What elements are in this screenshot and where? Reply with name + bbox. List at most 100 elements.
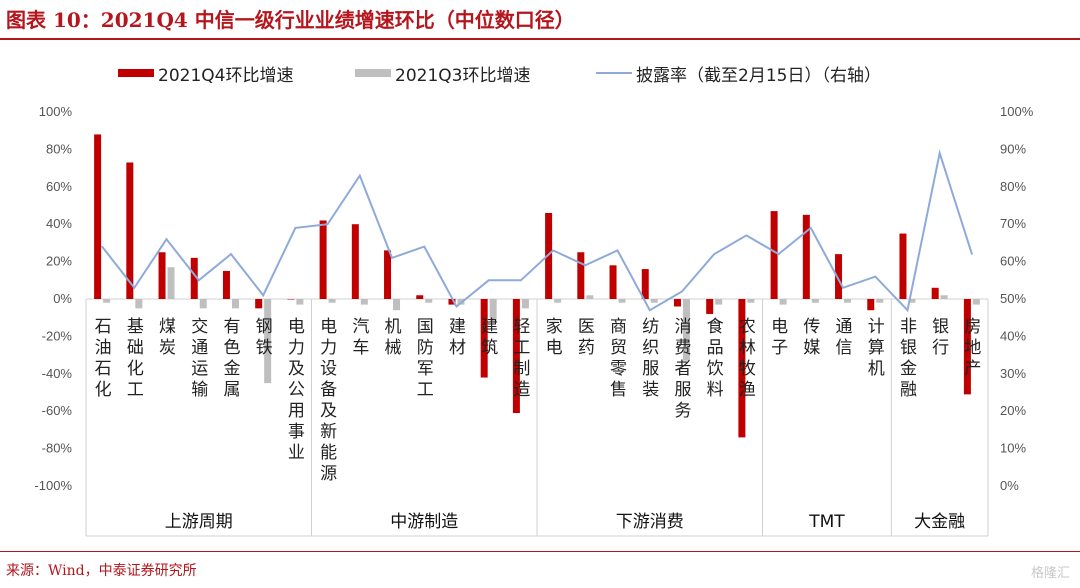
bar-q3 [715, 299, 723, 305]
disclosure-rate-point [971, 253, 973, 255]
right-tick-label: 40% [1000, 328, 1026, 343]
disclosure-rate-point [713, 253, 715, 255]
bar-q3 [811, 299, 819, 303]
bar-q3 [618, 299, 626, 303]
right-tick-label: 50% [1000, 291, 1026, 306]
watermark-logo: 格隆汇 [1030, 566, 1070, 581]
disclosure-rate-line [101, 149, 973, 313]
left-tick-label: 0% [53, 291, 72, 306]
bar-q3 [908, 299, 916, 303]
bar-q4 [963, 299, 971, 395]
bar-q4 [512, 299, 520, 414]
right-tick-label: 0% [1000, 478, 1019, 493]
disclosure-rate-point [938, 152, 941, 154]
disclosure-rate-point [616, 249, 619, 252]
category-label: 通信 [836, 317, 853, 358]
disclosure-rate-point [262, 294, 264, 297]
bar-q3 [296, 299, 304, 305]
right-tick-label: 90% [1000, 141, 1026, 156]
category-label: 商贸零售 [610, 317, 627, 400]
left-tick-label: 60% [46, 179, 72, 194]
disclosure-rate-point [487, 279, 490, 282]
category-label: 国防军工 [417, 317, 434, 400]
legend-label-q4: 2021Q4环比增速 [158, 66, 293, 86]
category-label: 石油石化 [95, 317, 112, 400]
bar-q4 [319, 220, 327, 299]
bar-q4 [416, 295, 424, 299]
right-tick-label: 100% [1000, 104, 1034, 119]
disclosure-rate-point [584, 264, 587, 267]
bar-q4 [641, 269, 649, 299]
disclosure-rate-point [165, 238, 168, 240]
bar-q3 [521, 299, 529, 309]
left-tick-label: 40% [46, 216, 72, 231]
bar-q3 [876, 299, 884, 303]
legend-label-line: 披露率（截至2月15日）（右轴） [636, 66, 881, 86]
bar-q4 [899, 233, 907, 299]
bar-q3 [393, 299, 401, 311]
disclosure-rate-point [681, 290, 683, 293]
bar-q3 [167, 267, 175, 299]
bar-q4 [126, 162, 134, 299]
bar-q4 [738, 299, 746, 438]
category-label: 农林牧渔 [739, 317, 756, 400]
right-tick-label: 10% [1000, 441, 1026, 456]
disclosure-rate-point [455, 305, 458, 308]
category-label: 食品饮料 [707, 317, 724, 400]
disclosure-rate-point [294, 227, 297, 229]
disclosure-rate-point [326, 223, 329, 225]
right-tick-label: 30% [1000, 366, 1026, 381]
bar-q4 [384, 250, 392, 299]
category-label: 非银金融 [900, 317, 917, 400]
disclosure-rate-point [391, 257, 393, 259]
bar-q3 [682, 299, 690, 361]
disclosure-rate-point [842, 286, 844, 289]
bar-q4 [190, 257, 198, 299]
bar-q3 [231, 299, 239, 309]
bar-q4 [255, 299, 263, 309]
disclosure-rate-point [874, 275, 877, 278]
category-label: 有色金属 [223, 317, 240, 400]
bar-q4 [351, 224, 359, 299]
category-label: 建筑 [481, 317, 498, 358]
category-label: 消费者服务 [674, 317, 691, 421]
category-label: 轻工制造 [513, 317, 530, 400]
disclosure-rate-point [197, 279, 200, 282]
category-label: 电力及公用事业 [288, 317, 305, 463]
bar-q4 [931, 287, 939, 299]
left-tick-label: 20% [46, 254, 72, 269]
disclosure-rate-point [423, 245, 426, 248]
bar-q4 [94, 134, 102, 299]
bar-q4 [287, 299, 295, 300]
bar-q4 [158, 252, 166, 299]
category-label: 煤炭 [159, 317, 176, 358]
bar-q3 [199, 299, 207, 309]
bar-q3 [554, 299, 562, 303]
category-label: 纺织服装 [642, 317, 659, 400]
bar-q3 [650, 299, 658, 303]
legend-label-q3: 2021Q3环比增速 [395, 66, 530, 86]
disclosure-rate-point [359, 174, 361, 177]
disclosure-rate-point [552, 249, 554, 252]
left-tick-label: 100% [39, 104, 73, 119]
disclosure-rate-point [777, 253, 780, 255]
left-tick-label: -40% [42, 366, 73, 381]
category-label: 计算机 [868, 317, 885, 379]
category-label: 交通运输 [191, 317, 208, 400]
bar-q4 [770, 211, 778, 299]
bar-q3 [360, 299, 368, 305]
category-label: 基础化工 [127, 317, 144, 400]
right-tick-label: 20% [1000, 403, 1026, 418]
disclosure-rate-point [810, 227, 812, 229]
group-label: 中游制造 [390, 512, 458, 532]
category-label: 机械 [385, 317, 402, 358]
bar-q3 [972, 299, 980, 305]
disclosure-rate-point [648, 309, 651, 312]
bar-q4 [867, 299, 875, 311]
bar-q3 [940, 295, 948, 299]
bar-q4 [835, 254, 843, 299]
bar-q4 [802, 214, 810, 299]
right-tick-label: 80% [1000, 179, 1026, 194]
category-label: 电子 [771, 317, 788, 358]
bar-q4 [673, 299, 681, 307]
